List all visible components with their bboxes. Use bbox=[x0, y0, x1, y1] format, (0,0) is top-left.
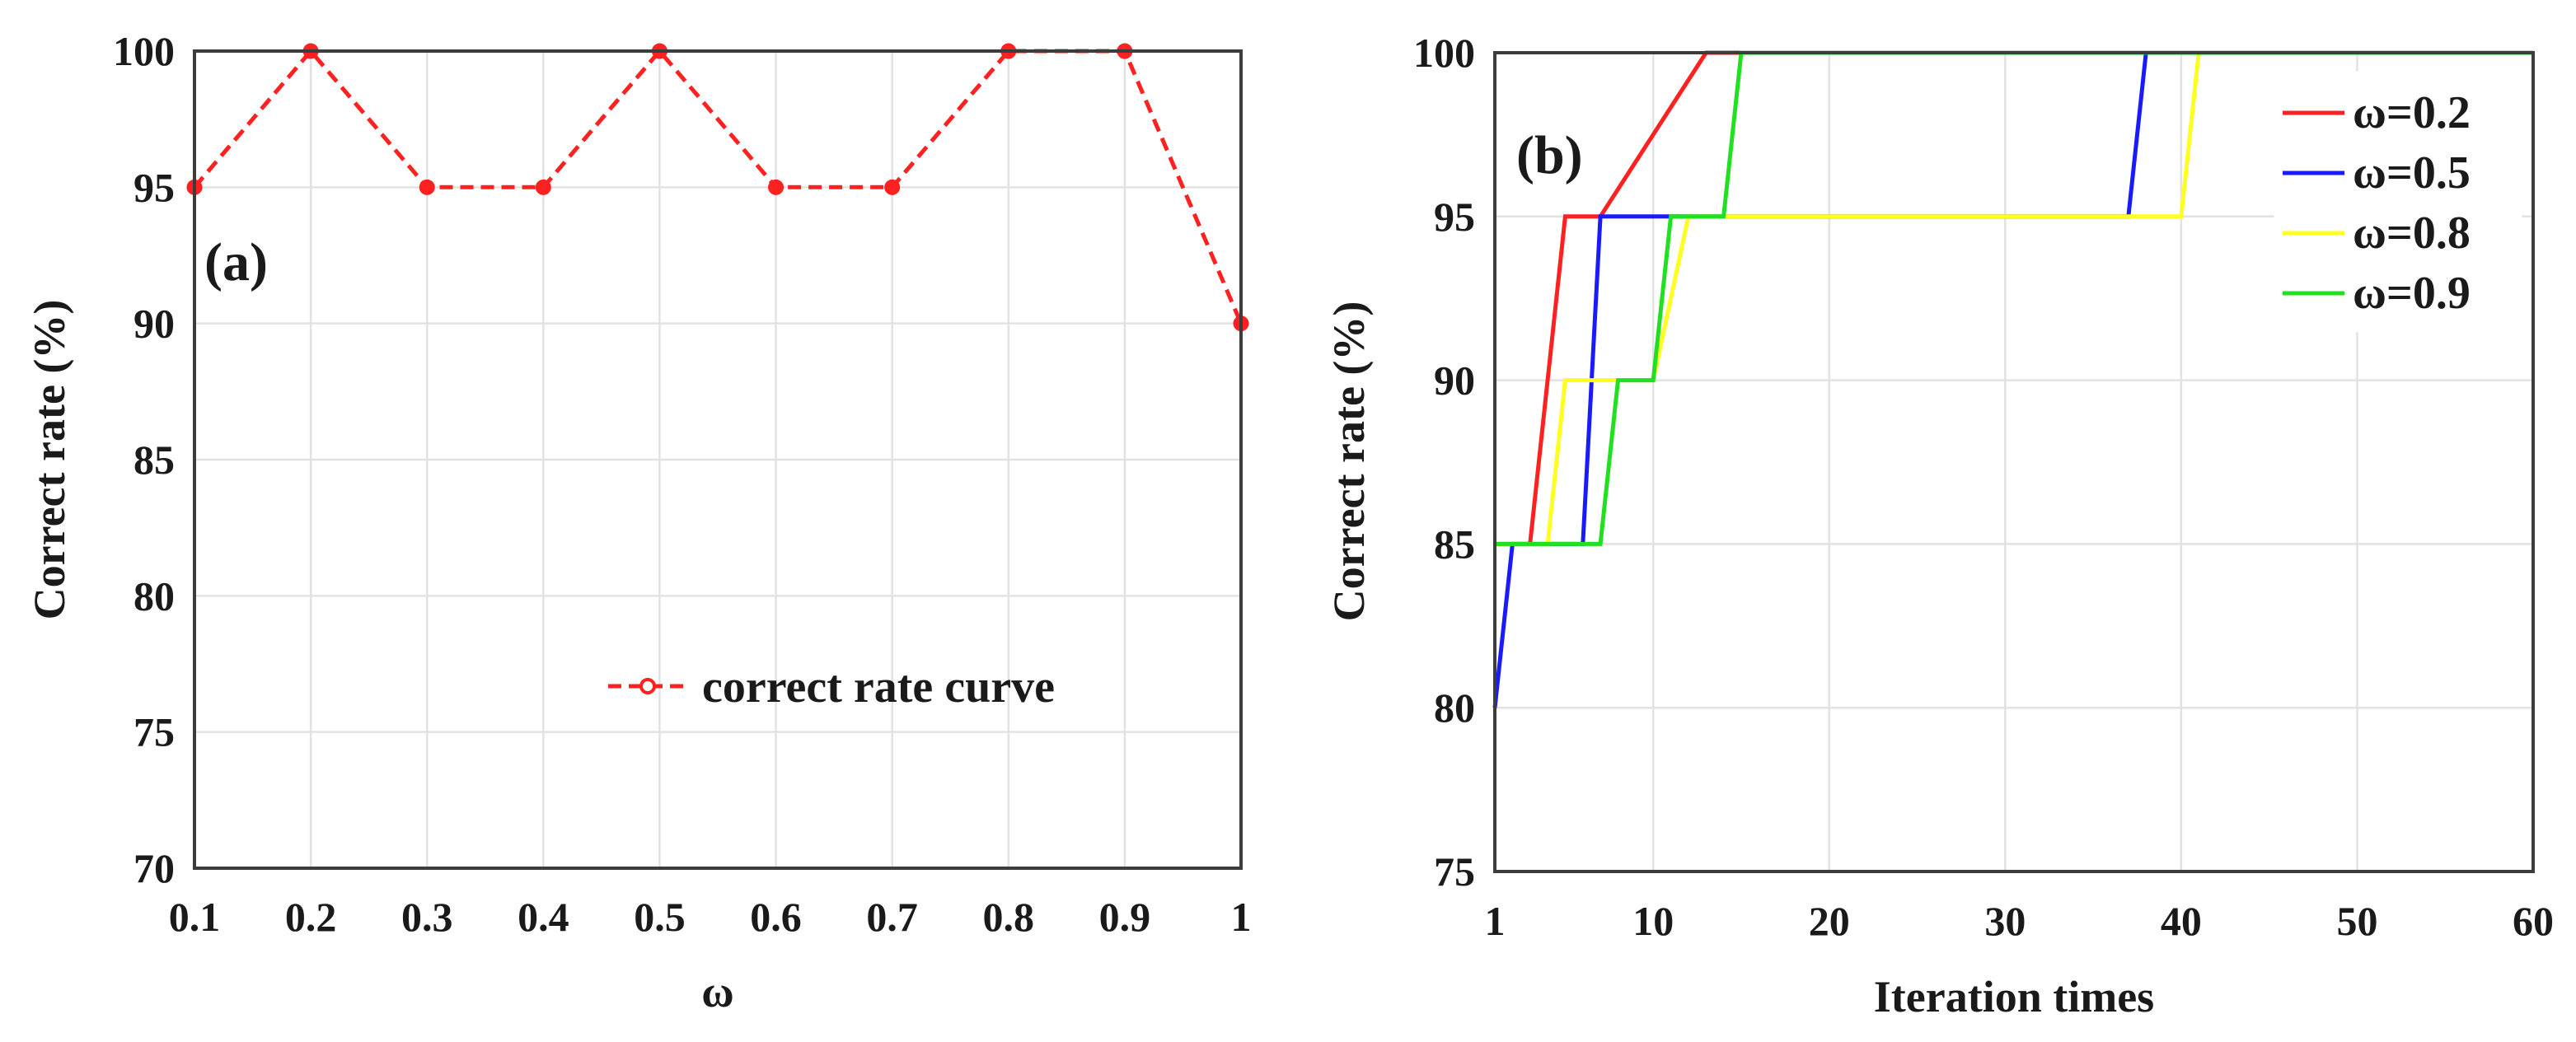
y-tick-label-a: 95 bbox=[133, 164, 175, 210]
x-tick-label-a: 0.5 bbox=[634, 894, 686, 940]
x-tick-label-a: 1 bbox=[1231, 894, 1252, 940]
y-tick-label-b: 80 bbox=[1434, 685, 1475, 731]
x-tick-label-b: 50 bbox=[2336, 898, 2377, 944]
data-point-a bbox=[884, 179, 901, 195]
legend-marker-a bbox=[639, 678, 656, 694]
x-tick-label-b: 30 bbox=[1984, 898, 2026, 944]
y-tick-label-b: 75 bbox=[1434, 848, 1475, 895]
legend-label-b-1: ω=0.5 bbox=[2353, 147, 2471, 199]
y-tick-label-a: 70 bbox=[133, 845, 175, 891]
panel-a-chart: 0.1 0.2 0.3 0.4 0.5 0.6 0.7 0.8 0.9 1 70 75 80 85 90 95… bbox=[25, 28, 1252, 1016]
data-point-a bbox=[419, 179, 435, 195]
y-axis-label-b: Correct rate (%) bbox=[1324, 301, 1374, 622]
series-line-b-3 bbox=[1495, 50, 2533, 546]
x-tick-label-b: 60 bbox=[2513, 898, 2554, 944]
x-tick-label-a: 0.6 bbox=[750, 894, 802, 940]
x-tick-label-a: 0.1 bbox=[169, 894, 221, 940]
panel-b-chart: 1 10 20 30 40 50 60 75 80 85 90 95 100 (b) Iteration… bbox=[1324, 30, 2554, 1021]
x-tick-label-b: 40 bbox=[2161, 898, 2202, 944]
y-tick-label-a: 90 bbox=[133, 301, 175, 347]
y-tick-label-a: 100 bbox=[113, 28, 175, 74]
x-tick-label-b: 10 bbox=[1632, 898, 1674, 944]
y-tick-label-b: 95 bbox=[1434, 194, 1475, 240]
y-tick-label-b: 100 bbox=[1413, 30, 1475, 76]
data-point-a bbox=[768, 179, 785, 195]
data-point-a bbox=[535, 179, 551, 195]
x-tick-label-b: 1 bbox=[1485, 898, 1506, 944]
legend-label-a: correct rate curve bbox=[702, 661, 1055, 713]
y-tick-label-b: 85 bbox=[1434, 521, 1475, 567]
y-tick-label-a: 75 bbox=[133, 709, 175, 755]
y-tick-label-a: 80 bbox=[133, 572, 175, 619]
y-tick-label-b: 90 bbox=[1434, 357, 1475, 404]
series-line-b-2 bbox=[1495, 50, 2533, 546]
legend-label-b-2: ω=0.8 bbox=[2353, 208, 2471, 259]
legend-label-b-3: ω=0.9 bbox=[2353, 268, 2471, 319]
legend-box-b bbox=[2274, 71, 2522, 333]
panel-label-b: (b) bbox=[1516, 125, 1583, 185]
tick-labels-a: 0.1 0.2 0.3 0.4 0.5 0.6 0.7 0.8 0.9 1 70 75 80 85 90 95… bbox=[113, 28, 1252, 940]
x-axis-label-b: Iteration times bbox=[1874, 972, 2154, 1021]
axes-frame-a bbox=[193, 49, 1243, 870]
legend-label-b-0: ω=0.2 bbox=[2353, 87, 2471, 138]
panel-label-a: (a) bbox=[204, 232, 268, 292]
y-axis-label-a: Correct rate (%) bbox=[25, 300, 74, 620]
legend-a: correct rate curve bbox=[608, 661, 1055, 713]
legend-b: ω=0.2 ω=0.5 ω=0.8 ω=0.9 bbox=[2274, 71, 2522, 333]
x-tick-label-a: 0.7 bbox=[866, 894, 918, 940]
x-axis-label-a: ω bbox=[701, 967, 733, 1016]
tick-labels-b: 1 10 20 30 40 50 60 75 80 85 90 95 100 bbox=[1413, 30, 2554, 944]
axes-frame-b bbox=[1493, 51, 2535, 873]
x-tick-label-b: 20 bbox=[1809, 898, 1850, 944]
x-tick-label-a: 0.9 bbox=[1099, 894, 1151, 940]
x-tick-label-a: 0.8 bbox=[983, 894, 1035, 940]
x-tick-label-a: 0.4 bbox=[518, 894, 569, 940]
x-tick-label-a: 0.3 bbox=[401, 894, 453, 940]
x-tick-label-a: 0.2 bbox=[285, 894, 337, 940]
y-tick-label-a: 85 bbox=[133, 437, 175, 483]
